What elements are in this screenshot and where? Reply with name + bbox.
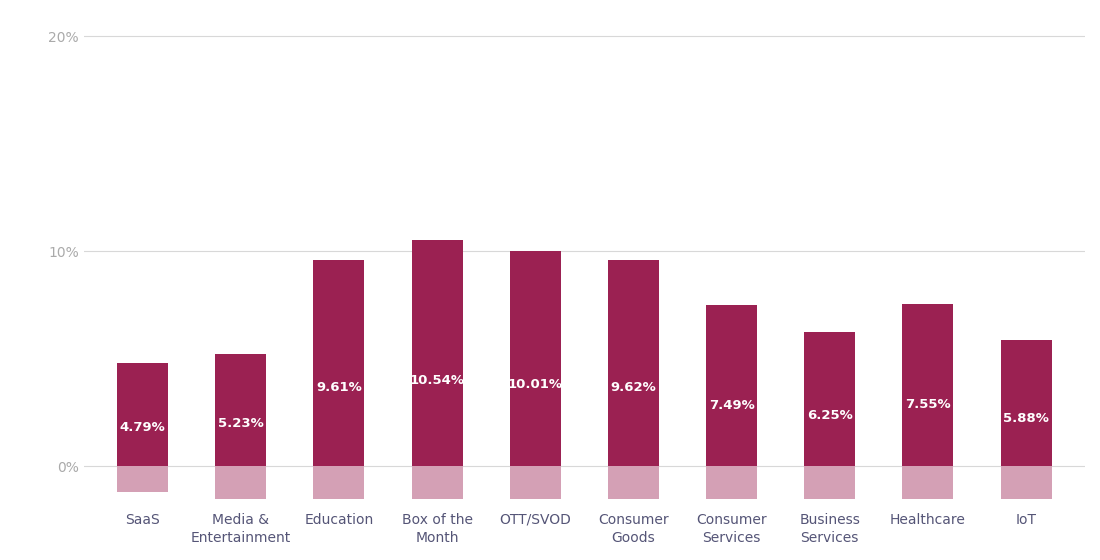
Bar <box>804 466 856 548</box>
Bar <box>314 466 364 560</box>
Bar <box>509 251 561 466</box>
Text: 7.49%: 7.49% <box>708 399 755 412</box>
Text: 10.54%: 10.54% <box>409 374 464 387</box>
Bar <box>509 466 561 560</box>
Bar <box>411 240 463 466</box>
Text: 10.01%: 10.01% <box>508 378 563 391</box>
Bar <box>216 354 266 466</box>
Text: 9.62%: 9.62% <box>610 381 657 394</box>
Bar <box>608 466 659 560</box>
Bar <box>706 466 757 560</box>
Bar <box>117 363 168 466</box>
Bar <box>117 466 168 492</box>
Bar <box>608 260 659 466</box>
Text: 5.23%: 5.23% <box>218 417 264 430</box>
Bar <box>1001 340 1052 466</box>
Text: 4.79%: 4.79% <box>120 421 165 434</box>
Bar <box>216 466 266 499</box>
Text: 9.61%: 9.61% <box>316 381 362 394</box>
Bar <box>1001 466 1052 560</box>
Bar <box>902 304 954 466</box>
Text: 6.25%: 6.25% <box>807 409 852 422</box>
Bar <box>314 260 364 466</box>
Bar <box>902 466 954 560</box>
Bar <box>411 466 463 560</box>
Bar <box>706 305 757 466</box>
Bar <box>804 332 856 466</box>
Text: 5.88%: 5.88% <box>1003 412 1049 425</box>
Text: 7.55%: 7.55% <box>905 398 950 411</box>
